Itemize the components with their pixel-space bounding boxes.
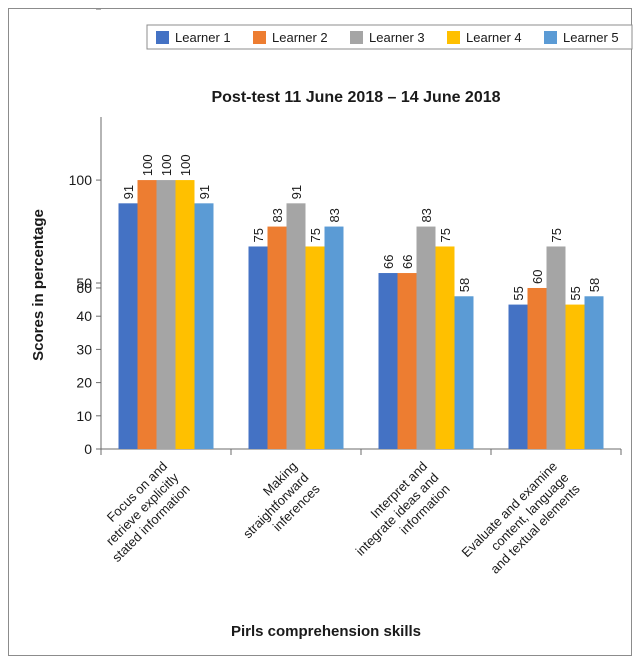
bars	[118, 180, 604, 449]
y-tick-label: 0	[84, 441, 92, 457]
x-axis	[100, 448, 622, 455]
legend-label: Learner 4	[466, 30, 522, 45]
legend-label: Learner 2	[272, 30, 328, 45]
bar	[137, 180, 157, 449]
bar	[565, 304, 585, 449]
legend-label: Learner 1	[175, 30, 231, 45]
category-label: Makingstraightforwardinferences	[229, 458, 323, 552]
bar	[508, 304, 528, 449]
bar-chart: Learner 1 Learner 2 Learner 3 Learner 4 Lear…	[30, 9, 633, 640]
bar	[194, 203, 214, 449]
bar	[305, 246, 325, 449]
bar	[156, 180, 176, 449]
category-label: Focus on andretrieve explicitlystated in…	[86, 458, 193, 565]
data-label: 83	[327, 208, 342, 222]
bar	[378, 273, 398, 449]
bar	[286, 203, 306, 449]
data-label: 55	[568, 286, 583, 300]
legend-swatch	[253, 31, 266, 44]
y-tick-label: 90	[76, 9, 92, 12]
y-tick-label: 60	[76, 280, 92, 296]
data-label: 60	[530, 270, 545, 284]
data-labels: 91 100 100 100 91 75 83 91 75 83 66 66 83 75 58 55 60 75 5…	[121, 154, 602, 300]
legend-swatch	[544, 31, 557, 44]
data-label: 100	[178, 154, 193, 176]
data-label: 83	[270, 208, 285, 222]
bar	[527, 287, 547, 449]
chart-title: Post-test 11 June 2018 – 14 June 2018	[211, 89, 500, 106]
data-label: 75	[308, 228, 323, 242]
data-label: 100	[159, 154, 174, 176]
bar	[454, 296, 474, 449]
bar	[416, 226, 436, 449]
x-axis-title: Pirls comprehension skills	[231, 623, 421, 640]
data-label: 66	[381, 255, 396, 269]
data-label: 58	[457, 278, 472, 292]
y-tick-label: 100	[69, 172, 93, 188]
bar	[267, 226, 287, 449]
data-label: 75	[251, 228, 266, 242]
data-label: 55	[511, 286, 526, 300]
y-tick-label: 10	[76, 408, 92, 424]
bar	[584, 296, 604, 449]
bar	[175, 180, 195, 449]
bar	[435, 246, 455, 449]
legend-swatch	[447, 31, 460, 44]
data-label: 91	[121, 185, 136, 199]
category-labels: Focus on andretrieve explicitlystated in…	[86, 458, 584, 583]
data-label: 75	[549, 228, 564, 242]
y-tick-label: 40	[76, 308, 92, 324]
y-tick-label: 30	[76, 341, 92, 357]
y-tick-label: 50	[76, 275, 92, 291]
y-tick-label: 80	[76, 9, 92, 12]
data-label: 91	[289, 185, 304, 199]
legend-swatch	[350, 31, 363, 44]
bar	[118, 203, 138, 449]
data-label: 66	[400, 255, 415, 269]
data-label: 83	[419, 208, 434, 222]
data-label: 58	[587, 278, 602, 292]
bar	[397, 273, 417, 449]
data-label: 75	[438, 228, 453, 242]
legend-label: Learner 5	[563, 30, 619, 45]
legend-swatch	[156, 31, 169, 44]
y-tick-label: 70	[76, 9, 92, 12]
data-label: 91	[197, 185, 212, 199]
data-label: 100	[140, 154, 155, 176]
y-tick-label: 20	[76, 375, 92, 391]
bar	[324, 226, 344, 449]
category-label: Interpret andintegrate ideas andinformat…	[341, 459, 452, 570]
category-label: Evaluate and examinecontent, languageand…	[459, 458, 584, 583]
bar	[248, 246, 268, 449]
chart-frame: Learner 1 Learner 2 Learner 3 Learner 4 Lear…	[8, 8, 633, 656]
y-axis-title: Scores in percentage	[30, 209, 47, 361]
legend: Learner 1 Learner 2 Learner 3 Learner 4 Lear…	[146, 24, 633, 50]
legend-label: Learner 3	[369, 30, 425, 45]
bar	[546, 246, 566, 449]
